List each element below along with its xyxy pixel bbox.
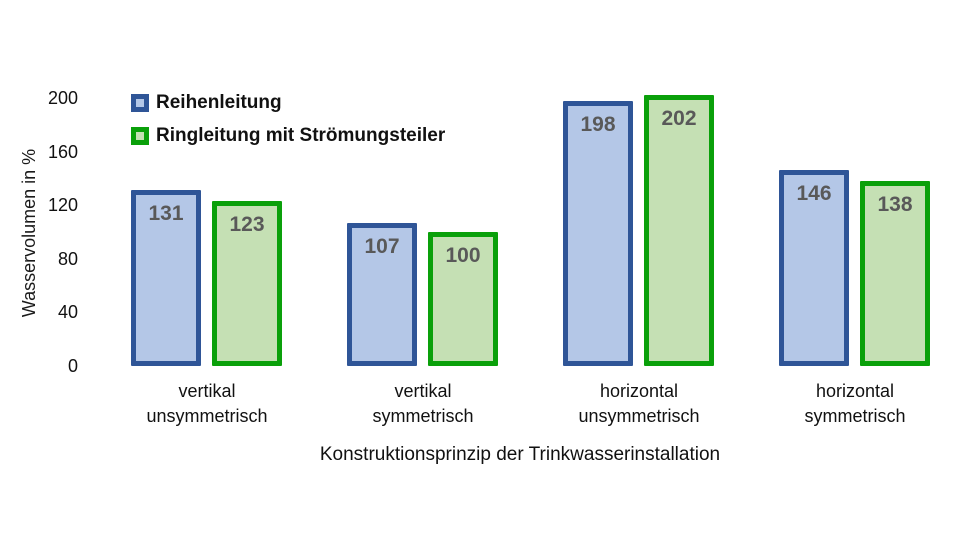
legend-swatch-icon	[131, 94, 149, 112]
bar-value-label: 123	[229, 213, 265, 236]
bar-value-label: 146	[796, 182, 832, 205]
bar-ringleitung-3: 138	[860, 181, 930, 366]
bar-value-label: 131	[148, 202, 184, 225]
bar-reihenleitung-0: 131	[131, 190, 201, 366]
x-category-label-1: vertikal symmetrisch	[372, 381, 474, 426]
legend-label: Reihenleitung	[156, 92, 282, 113]
x-category-label-3: horizontal symmetrisch	[804, 381, 906, 426]
bar-ringleitung-2: 202	[644, 95, 714, 366]
bar-reihenleitung-1: 107	[347, 223, 417, 366]
y-tick-label: 200	[47, 88, 78, 108]
legend-label: Ringleitung mit Strömungsteiler	[156, 125, 446, 146]
bar-value-label: 107	[364, 235, 400, 258]
bar-value-label: 202	[661, 107, 697, 130]
legend-item-ringleitung: Ringleitung mit Strömungsteiler	[131, 125, 445, 147]
legend-item-reihenleitung: Reihenleitung	[131, 92, 445, 114]
y-tick-label: 40	[57, 302, 78, 323]
y-tick-label: 0	[67, 356, 78, 376]
y-tick-label: 80	[57, 248, 78, 269]
x-axis-title: Konstruktionsprinzip der Trinkwasserinst…	[319, 444, 721, 465]
x-category-label-0: vertikal unsymmetrisch	[146, 381, 268, 426]
y-tick-label: 160	[47, 141, 78, 162]
y-tick-label: 120	[47, 195, 78, 216]
bar-value-label: 138	[877, 193, 913, 216]
bar-reihenleitung-2: 198	[563, 101, 633, 366]
bar-ringleitung-0: 123	[212, 201, 282, 366]
legend-swatch-icon	[131, 127, 149, 145]
bar-ringleitung-1: 100	[428, 232, 498, 366]
bar-reihenleitung-3: 146	[779, 170, 849, 366]
bar-value-label: 198	[580, 113, 616, 136]
bar-value-label: 100	[445, 244, 481, 267]
legend: Reihenleitung Ringleitung mit Strömungste…	[131, 92, 445, 158]
x-category-label-2: horizontal unsymmetrisch	[578, 381, 700, 426]
